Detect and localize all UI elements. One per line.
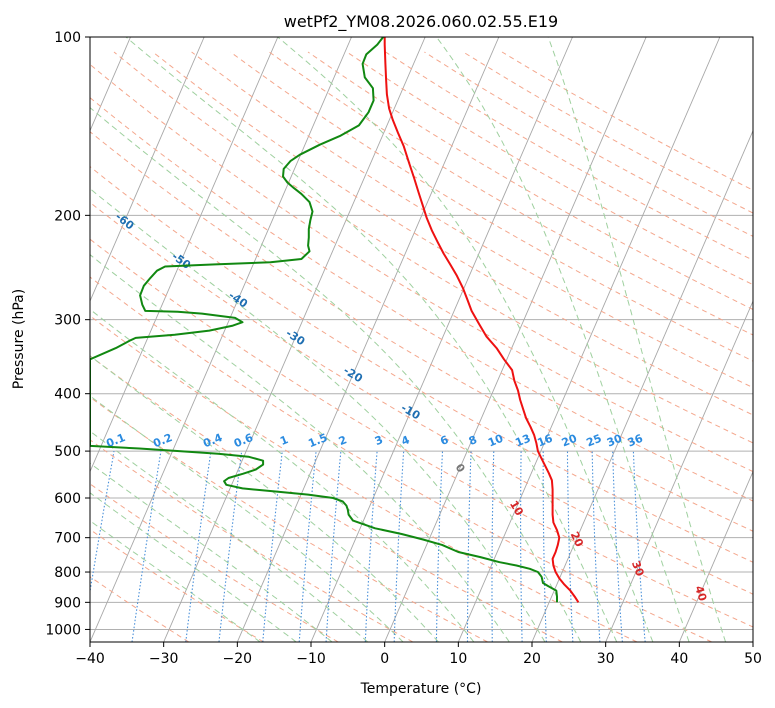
- mixing-ratio-label: 2: [337, 433, 349, 448]
- mixing-ratio-label: 36: [626, 432, 645, 450]
- y-tick-label: 100: [54, 30, 81, 46]
- dry-adiabat-10: [90, 396, 488, 642]
- y-tick-label: 700: [54, 531, 81, 547]
- x-tick-label: 20: [523, 651, 541, 667]
- x-axis-label: Temperature (°C): [360, 681, 482, 697]
- mixing-ratio-line-13: [520, 451, 523, 642]
- y-tick-label: 800: [54, 565, 81, 581]
- isotherm--60: [90, 37, 205, 303]
- moist-adiabat-35: [277, 37, 654, 642]
- x-tick-label: 50: [744, 651, 762, 667]
- dewpoint-line: [90, 37, 558, 603]
- dry-adiabat-150: [268, 51, 753, 336]
- isotherm-20: [531, 129, 753, 642]
- mixing-ratio-lines: [90, 451, 646, 642]
- x-tick-label: −20: [223, 651, 253, 667]
- isotherm--50: [90, 37, 279, 473]
- x-tick-label: 30: [597, 651, 615, 667]
- moist-adiabat-5: [90, 355, 439, 642]
- mixing-ratio-label: 25: [584, 432, 603, 450]
- moist-adiabat-45: [547, 37, 727, 642]
- dry-adiabat-60: [90, 201, 753, 595]
- moist-adiabat-label: 20: [568, 530, 586, 550]
- dry-adiabat-110: [113, 51, 753, 444]
- dry-adiabat-20: [90, 355, 563, 642]
- moist-adiabat--10: [90, 462, 333, 642]
- dry-adiabat--10: [90, 483, 339, 642]
- dry-adiabats: [90, 51, 753, 642]
- y-tick-label: 400: [54, 387, 81, 403]
- y-tick-label: 900: [54, 595, 81, 611]
- y-tick-label: 1000: [45, 622, 81, 638]
- x-tick-label: −40: [75, 651, 105, 667]
- mixing-ratio-line-1: [262, 451, 283, 642]
- isotherm-30: [605, 300, 753, 642]
- plot-area: -100-90-80-70-60-50-40-30-20-10010203040…: [90, 37, 753, 642]
- mixing-ratio-label: 16: [535, 432, 554, 450]
- moist-adiabat-label: 40: [692, 584, 709, 603]
- mixing-ratio-label: 20: [560, 432, 579, 450]
- x-tick-label: −30: [149, 651, 179, 667]
- y-tick-label: 500: [54, 444, 81, 460]
- x-tick-label: 40: [670, 651, 688, 667]
- moist-adiabat-15: [90, 254, 510, 642]
- isotherm--40: [90, 37, 352, 642]
- mixing-ratio-line-16: [542, 451, 547, 642]
- dry-adiabat-90: [90, 97, 753, 502]
- isotherm--20: [236, 37, 500, 642]
- x-tick-label: 0: [380, 651, 389, 667]
- mixing-ratio-line-2: [325, 451, 342, 642]
- isotherm--30: [163, 37, 426, 642]
- sounding-profiles: [90, 37, 580, 603]
- mixing-ratio-label: 10: [486, 432, 505, 450]
- mixing-ratio-line-6: [435, 451, 444, 642]
- y-tick-label: 300: [54, 313, 81, 329]
- dry-adiabat-0: [90, 439, 414, 642]
- mixing-ratio-label: 8: [467, 433, 479, 448]
- y-tick-label: 200: [54, 208, 81, 224]
- x-tick-label: −10: [296, 651, 326, 667]
- moist-adiabat-0: [90, 395, 404, 642]
- dry-adiabat-50: [90, 238, 753, 628]
- moist-adiabat-40: [436, 37, 690, 642]
- isotherm-10: [457, 37, 721, 642]
- mixing-ratio-line-10: [491, 451, 495, 642]
- y-axis-ticks: 100 200 300 400 500 600 700 800 900 1000: [45, 30, 90, 638]
- mixing-ratio-label: 1: [278, 433, 290, 448]
- mixing-ratio-line-3: [364, 451, 378, 642]
- x-tick-label: 10: [449, 651, 467, 667]
- mixing-ratio-label: 3: [373, 433, 385, 448]
- y-tick-label: 600: [54, 491, 81, 507]
- mixing-ratio-line-20: [566, 451, 574, 642]
- x-axis-ticks: −40 −30 −20 −10 0 10 20 30 40 50: [75, 642, 762, 667]
- mixing-ratio-label: 13: [513, 432, 532, 450]
- moist-adiabat--15: [90, 492, 297, 642]
- chart-title: wetPf2_YM08.2026.060.02.55.E19: [284, 12, 558, 32]
- moist-adiabat--5: [90, 430, 369, 642]
- mixing-ratio-line-4: [393, 451, 405, 642]
- isotherm-40: [678, 470, 753, 642]
- plot-frame: [89, 36, 754, 643]
- moist-adiabat--20: [90, 520, 261, 642]
- moist-adiabat-label: 30: [629, 559, 647, 578]
- mixing-ratio-line-36: [632, 451, 646, 642]
- dry-adiabat-30: [90, 315, 638, 642]
- dry-adiabat-80: [90, 131, 753, 532]
- dry-adiabat-130: [191, 51, 753, 389]
- mixing-ratio-line-8: [466, 451, 472, 642]
- mixing-ratio-label: 30: [605, 432, 624, 450]
- dry-adiabat-70: [90, 165, 753, 563]
- dry-adiabat--30: [90, 576, 190, 642]
- y-axis-label: Pressure (hPa): [11, 289, 27, 389]
- mixing-ratio-line-25: [591, 451, 601, 642]
- mixing-ratio-line-30: [612, 451, 623, 642]
- moist-adiabat-10: [90, 308, 475, 642]
- temperature-line: [383, 37, 580, 603]
- dry-adiabat-40: [90, 276, 712, 642]
